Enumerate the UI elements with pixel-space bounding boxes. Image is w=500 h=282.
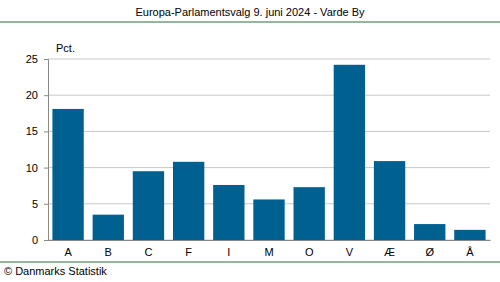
tick-label: 5 [32,198,38,210]
grid-line [48,95,490,96]
tick: V [346,240,354,258]
bar [253,199,284,240]
bar [414,224,445,240]
tick: 15 [26,125,48,137]
bar [294,187,325,240]
tick-mark [44,131,48,132]
tick-mark [44,95,48,96]
bar [133,171,164,240]
tick: 25 [26,53,48,65]
axis-line [49,240,491,241]
tick-label: Æ [384,246,395,258]
bar [52,109,83,240]
bar [454,230,485,240]
tick-label: V [346,246,354,258]
tick-label: B [105,246,112,258]
tick-label: I [227,246,230,258]
axis-line [44,60,49,241]
tick: 10 [26,162,48,174]
tick: B [105,240,112,258]
tick: F [185,240,192,258]
tick: 20 [26,89,48,101]
tick-label: M [264,246,273,258]
y-axis: 0 5 10 15 20 25 [26,53,49,246]
axis-title: Pct. [56,42,75,54]
tick-label: 0 [32,234,38,246]
tick-label: 20 [26,89,38,101]
plot: 0 5 10 15 20 25 A B C F I M O V Æ Ø Å [26,53,491,258]
tick-label: 10 [26,162,38,174]
grid-line [48,131,490,132]
tick-mark [44,204,48,205]
tick-label: O [305,246,314,258]
tick: C [144,240,152,258]
bar [334,65,365,240]
bar [213,185,244,240]
tick: I [227,240,230,258]
tick-label: 15 [26,125,38,137]
grid [48,59,490,240]
tick-label: F [185,246,192,258]
tick: 5 [32,198,48,210]
tick: 0 [32,234,48,246]
tick-mark [44,168,48,169]
bars [52,65,485,240]
title: Europa-Parlamentsvalg 9. juni 2024 - Var… [135,6,365,18]
tick: Ø [425,240,434,258]
frame-line [0,22,500,23]
bar [374,161,405,240]
tick: M [264,240,273,258]
bar [93,215,124,240]
chart: Europa-Parlamentsvalg 9. juni 2024 - Var… [0,0,500,282]
tick-label: C [144,246,152,258]
x-axis: ABCFIMOVÆØÅ [49,240,491,258]
source: © Danmarks Statistik [4,265,107,277]
tick-label: 25 [26,53,38,65]
bar [173,162,204,240]
tick: Å [466,240,474,258]
tick-label: A [64,246,72,258]
frame-line [0,262,500,263]
tick-mark [44,59,48,60]
grid-line [48,167,490,168]
tick-label: Å [466,246,474,258]
grid-line [48,59,490,60]
tick: A [64,240,72,258]
tick: O [305,240,314,258]
tick: Æ [384,240,395,258]
tick-label: Ø [425,246,434,258]
tick-mark [44,240,48,241]
